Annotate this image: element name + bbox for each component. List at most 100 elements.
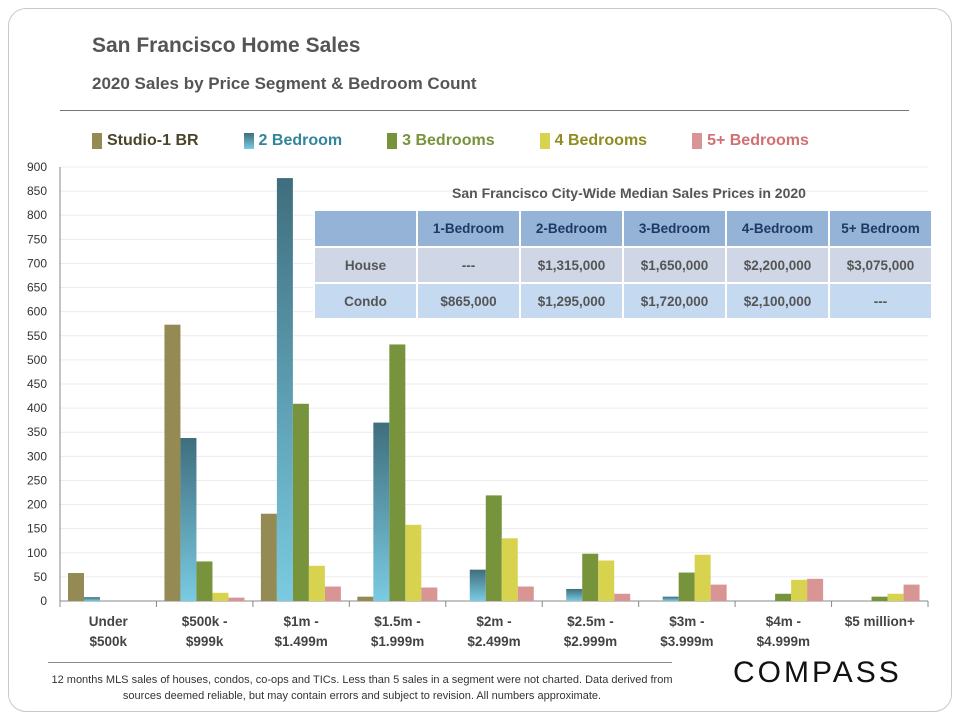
- x-tick-label: $4.999m: [757, 634, 810, 649]
- table-cell: $1,720,000: [622, 282, 727, 320]
- y-tick-label: 750: [27, 232, 47, 246]
- legend-label: 5+ Bedrooms: [707, 132, 809, 149]
- x-tick-label: $3.999m: [660, 634, 713, 649]
- bar: [228, 597, 245, 601]
- slide-frame: [8, 8, 952, 712]
- bar: [614, 593, 631, 601]
- bar: [405, 524, 422, 601]
- x-tick-label: $2.999m: [564, 634, 617, 649]
- bar: [566, 588, 583, 601]
- bar: [260, 513, 277, 601]
- y-tick-label: 300: [27, 449, 47, 463]
- y-tick-label: 900: [27, 160, 47, 174]
- y-tick-label: 0: [40, 594, 47, 608]
- legend-item: 5+ Bedrooms: [692, 132, 809, 150]
- x-tick-label: $1.999m: [371, 634, 424, 649]
- legend-swatch: [539, 133, 550, 149]
- row-label: Condo: [313, 282, 418, 320]
- row-label: House: [313, 246, 418, 284]
- footnote-divider: [48, 662, 672, 663]
- x-tick-label: $1m -: [283, 614, 318, 629]
- table-cell: ---: [828, 282, 933, 320]
- x-tick-label: $2.5m -: [567, 614, 614, 629]
- chart-title: San Francisco Home Sales: [92, 34, 361, 57]
- bar: [308, 565, 325, 601]
- median-price-table: 1-Bedroom 2-Bedroom 3-Bedroom 4-Bedroom …: [313, 209, 933, 320]
- header-cell: [313, 209, 418, 248]
- header-cell: 2-Bedroom: [519, 209, 624, 248]
- bar: [775, 593, 792, 601]
- y-tick-label: 650: [27, 281, 47, 295]
- x-tick-label: $500k -: [182, 614, 228, 629]
- table-title: San Francisco City-Wide Median Sales Pri…: [452, 185, 806, 201]
- legend-label: Studio-1 BR: [107, 132, 199, 149]
- table-cell: $2,100,000: [725, 282, 830, 320]
- bar: [791, 579, 808, 601]
- y-tick-label: 600: [27, 305, 47, 319]
- y-tick-label: 550: [27, 329, 47, 343]
- header-cell: 1-Bedroom: [416, 209, 521, 248]
- bar: [598, 560, 615, 601]
- x-tick-label: $1.499m: [274, 634, 327, 649]
- bar: [180, 438, 197, 601]
- bar: [68, 573, 84, 601]
- legend-swatch: [387, 133, 398, 149]
- bar: [212, 592, 229, 601]
- legend-label: 2 Bedroom: [258, 132, 343, 149]
- bar: [485, 495, 502, 601]
- x-tick-label: $2m -: [476, 614, 511, 629]
- chart-subtitle: 2020 Sales by Price Segment & Bedroom Co…: [92, 74, 477, 93]
- x-tick-label: $500k: [89, 634, 127, 649]
- table-cell: $2,200,000: [725, 246, 830, 284]
- bar: [357, 596, 374, 601]
- y-tick-label: 700: [27, 256, 47, 270]
- header-cell: 5+ Bedroom: [828, 209, 933, 248]
- bar: [871, 596, 888, 601]
- footnote: 12 months MLS sales of houses, condos, c…: [51, 674, 673, 702]
- legend-swatch: [692, 133, 703, 149]
- table-cell: $1,315,000: [519, 246, 624, 284]
- bar: [373, 422, 390, 601]
- divider: [60, 110, 909, 111]
- bar: [164, 324, 181, 601]
- bar: [276, 178, 293, 601]
- bar: [389, 344, 406, 601]
- table-cell: $3,075,000: [828, 246, 933, 284]
- legend: Studio-1 BR 2 Bedroom 3 Bedrooms 4 Bedrooms…: [92, 132, 809, 150]
- bar: [903, 584, 920, 601]
- x-tick-label: $999k: [186, 634, 224, 649]
- bar: [694, 554, 711, 601]
- bar: [807, 578, 824, 601]
- legend-swatch: [92, 133, 102, 149]
- header-cell: 4-Bedroom: [725, 209, 830, 248]
- table-cell: $1,295,000: [519, 282, 624, 320]
- bar: [517, 586, 534, 601]
- legend-item: 2 Bedroom: [243, 132, 343, 150]
- table-cell: $865,000: [416, 282, 521, 320]
- y-tick-label: 50: [34, 570, 48, 584]
- legend-swatch: [243, 133, 254, 149]
- bar: [421, 587, 438, 601]
- x-tick-label: $1.5m -: [374, 614, 421, 629]
- y-tick-label: 800: [27, 208, 47, 222]
- legend-item: 4 Bedrooms: [539, 132, 647, 150]
- table-header-row: 1-Bedroom 2-Bedroom 3-Bedroom 4-Bedroom …: [313, 209, 933, 248]
- y-tick-label: 250: [27, 473, 47, 487]
- table-row-condo: Condo $865,000 $1,295,000 $1,720,000 $2,…: [313, 282, 933, 320]
- x-tick-label: $2.499m: [467, 634, 520, 649]
- x-tick-label: $4m -: [766, 614, 801, 629]
- y-tick-label: 100: [27, 546, 47, 560]
- bar: [678, 572, 695, 601]
- bar: [887, 593, 904, 601]
- bar: [469, 569, 486, 601]
- x-tick-label: $5 million+: [845, 614, 915, 629]
- header-cell: 3-Bedroom: [622, 209, 727, 248]
- bar: [84, 597, 100, 601]
- bar: [662, 596, 679, 601]
- table-cell: $1,650,000: [622, 246, 727, 284]
- y-tick-label: 150: [27, 522, 47, 536]
- y-tick-label: 350: [27, 425, 47, 439]
- table-cell: ---: [416, 246, 521, 284]
- x-tick-label: $3m -: [669, 614, 704, 629]
